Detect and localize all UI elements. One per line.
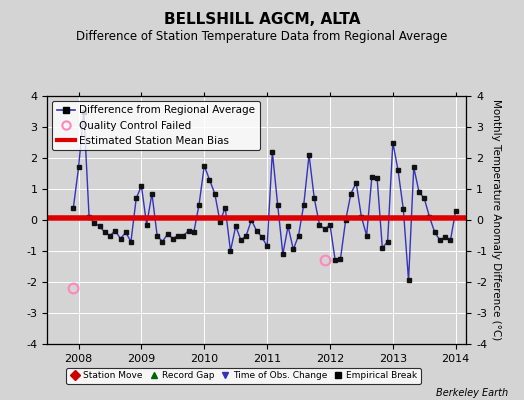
Legend: Station Move, Record Gap, Time of Obs. Change, Empirical Break: Station Move, Record Gap, Time of Obs. C… [66,368,421,384]
Legend: Difference from Regional Average, Quality Control Failed, Estimated Station Mean: Difference from Regional Average, Qualit… [52,101,259,150]
Text: BELLSHILL AGCM, ALTA: BELLSHILL AGCM, ALTA [163,12,361,27]
Text: Difference of Station Temperature Data from Regional Average: Difference of Station Temperature Data f… [77,30,447,43]
Y-axis label: Monthly Temperature Anomaly Difference (°C): Monthly Temperature Anomaly Difference (… [492,99,501,341]
Text: Berkeley Earth: Berkeley Earth [436,388,508,398]
